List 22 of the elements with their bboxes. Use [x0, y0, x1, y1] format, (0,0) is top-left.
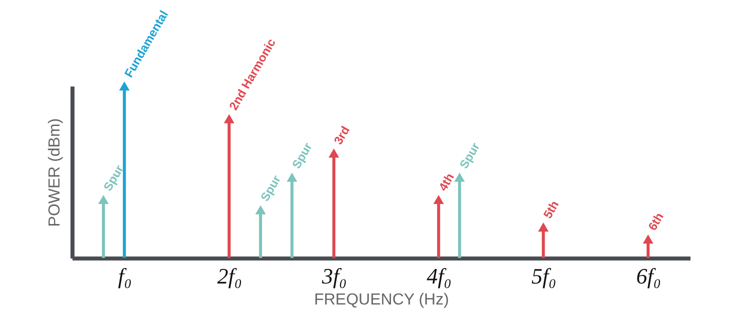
x-tick-label: 6f₀ [636, 264, 661, 288]
x-tick-label: 4f₀ [426, 264, 452, 288]
point [119, 81, 130, 91]
x-tick-label: 5f₀ [531, 264, 556, 288]
point [642, 234, 654, 244]
annotation: 5th [540, 198, 562, 221]
point [328, 148, 340, 158]
point [538, 222, 549, 232]
point [454, 172, 465, 182]
annotation: 3rd [331, 124, 353, 147]
x-tick-label: 2f₀ [217, 264, 242, 288]
point [286, 172, 298, 182]
point [224, 114, 234, 124]
point [98, 194, 109, 204]
x-tick-label: 3f₀ [320, 264, 347, 288]
annotation: 6th [645, 210, 666, 233]
y-axis-title: POWER (dBm) [46, 118, 64, 227]
point [433, 194, 444, 204]
x-tick-label: f₀ [118, 264, 132, 288]
x-axis-title: FREQUENCY (Hz) [314, 292, 449, 308]
annotation: 4th [436, 170, 457, 194]
point [255, 205, 266, 214]
